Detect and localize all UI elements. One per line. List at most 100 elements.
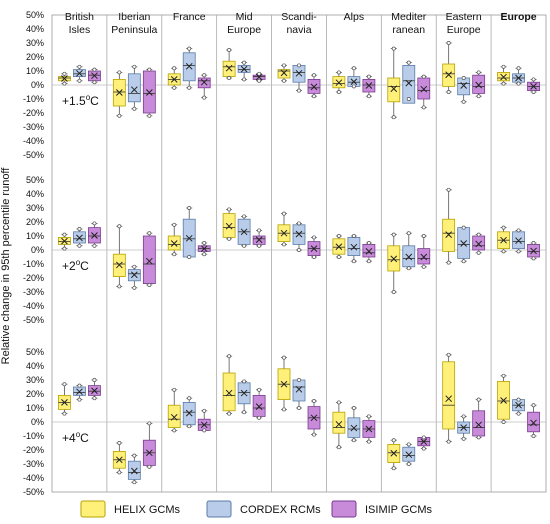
data-point	[297, 406, 301, 410]
box-helix-gcms	[222, 48, 236, 80]
mean-marker	[61, 399, 68, 406]
y-tick-label: 30%	[26, 38, 44, 48]
box-helix-gcms	[167, 66, 181, 90]
mean-marker	[280, 69, 288, 77]
data-point	[227, 236, 232, 241]
mean-marker	[200, 245, 208, 252]
y-tick-label: -10%	[23, 94, 44, 104]
y-tick-label: -50%	[23, 150, 44, 160]
y-tick-label: 20%	[26, 52, 44, 62]
mean-marker	[115, 456, 123, 464]
box-cordex-rcms	[182, 46, 196, 90]
data-point	[282, 63, 286, 68]
box-body	[387, 77, 401, 103]
data-point	[421, 234, 426, 238]
data-point	[172, 66, 177, 71]
data-point	[242, 243, 247, 248]
box-helix-gcms	[112, 70, 126, 118]
box-cordex-rcms	[127, 64, 141, 111]
mean-marker	[445, 395, 453, 403]
data-point	[516, 66, 521, 71]
y-tick-label: 30%	[26, 375, 44, 385]
y-tick-label: -20%	[23, 445, 44, 455]
box-isimip-gcms	[197, 408, 211, 433]
y-tick-label: 10%	[26, 231, 44, 241]
data-point	[147, 231, 152, 236]
data-point	[312, 255, 316, 259]
mean-marker	[310, 245, 318, 252]
data-point	[77, 227, 82, 231]
mean-marker	[530, 419, 537, 427]
legend-label-cordex: CORDEX RCMs	[240, 504, 321, 516]
data-point	[62, 71, 67, 76]
data-point	[297, 63, 301, 68]
data-point	[391, 290, 396, 294]
box-cordex-rcms	[457, 414, 471, 441]
mean-marker	[310, 83, 318, 91]
mean-marker	[420, 85, 428, 93]
y-tick-label: -40%	[23, 473, 44, 483]
box-isimip-gcms	[88, 378, 101, 401]
y-tick-label: -40%	[23, 301, 44, 311]
data-point	[132, 106, 137, 111]
data-point	[187, 424, 192, 429]
box-cordex-rcms	[73, 383, 86, 402]
data-point	[132, 480, 137, 485]
data-point	[62, 246, 67, 251]
box-cordex-rcms	[402, 231, 416, 271]
mean-marker	[61, 75, 68, 82]
zero-lines	[52, 84, 546, 423]
mean-marker	[130, 271, 138, 279]
data-point	[257, 387, 262, 392]
data-point	[461, 436, 466, 441]
box-cordex-rcms	[347, 406, 361, 443]
data-point	[297, 221, 301, 226]
mean-marker	[475, 240, 483, 248]
mean-marker	[61, 237, 68, 245]
mean-marker	[390, 255, 398, 263]
region-label: ranean	[392, 24, 425, 36]
data-point	[77, 397, 82, 402]
mean-marker	[335, 79, 343, 87]
data-point	[62, 232, 67, 237]
mean-marker	[530, 247, 537, 255]
mean-marker	[76, 69, 83, 77]
data-point	[202, 95, 207, 100]
mean-marker	[390, 449, 398, 457]
region-label: Eastern	[446, 11, 482, 23]
data-point	[336, 400, 341, 405]
data-point	[421, 74, 426, 79]
data-point	[336, 90, 341, 94]
region-label: Europe	[227, 24, 261, 36]
mean-marker	[405, 253, 413, 261]
region-label: Scandi-	[281, 11, 317, 23]
mean-marker	[405, 79, 413, 87]
box-body	[527, 411, 540, 433]
mean-marker	[170, 76, 178, 83]
box-cordex-rcms	[512, 66, 525, 86]
region-label: Iberian	[118, 11, 150, 23]
box-helix-gcms	[497, 225, 510, 254]
box-isimip-gcms	[142, 67, 156, 118]
box-isimip-gcms	[88, 67, 101, 85]
data-point	[446, 352, 451, 357]
data-point	[92, 243, 97, 248]
box-cordex-rcms	[292, 63, 306, 93]
data-point	[242, 379, 247, 384]
data-point	[187, 85, 192, 90]
box-isimip-gcms	[417, 234, 431, 269]
box-body	[457, 77, 471, 96]
data-point	[366, 439, 371, 444]
mean-marker	[255, 403, 263, 410]
data-point	[406, 231, 411, 236]
mean-marker	[280, 229, 288, 237]
legend: HELIX GCMs CORDEX RCMs ISIMIP GCMs	[80, 500, 433, 518]
mean-marker	[255, 73, 263, 81]
box-isimip-gcms	[362, 414, 376, 444]
data-point	[257, 71, 262, 76]
data-point	[446, 41, 451, 45]
y-tick-label: -40%	[23, 136, 44, 146]
box-body	[222, 372, 236, 412]
mean-marker	[445, 231, 453, 238]
box-isimip-gcms	[307, 73, 321, 99]
